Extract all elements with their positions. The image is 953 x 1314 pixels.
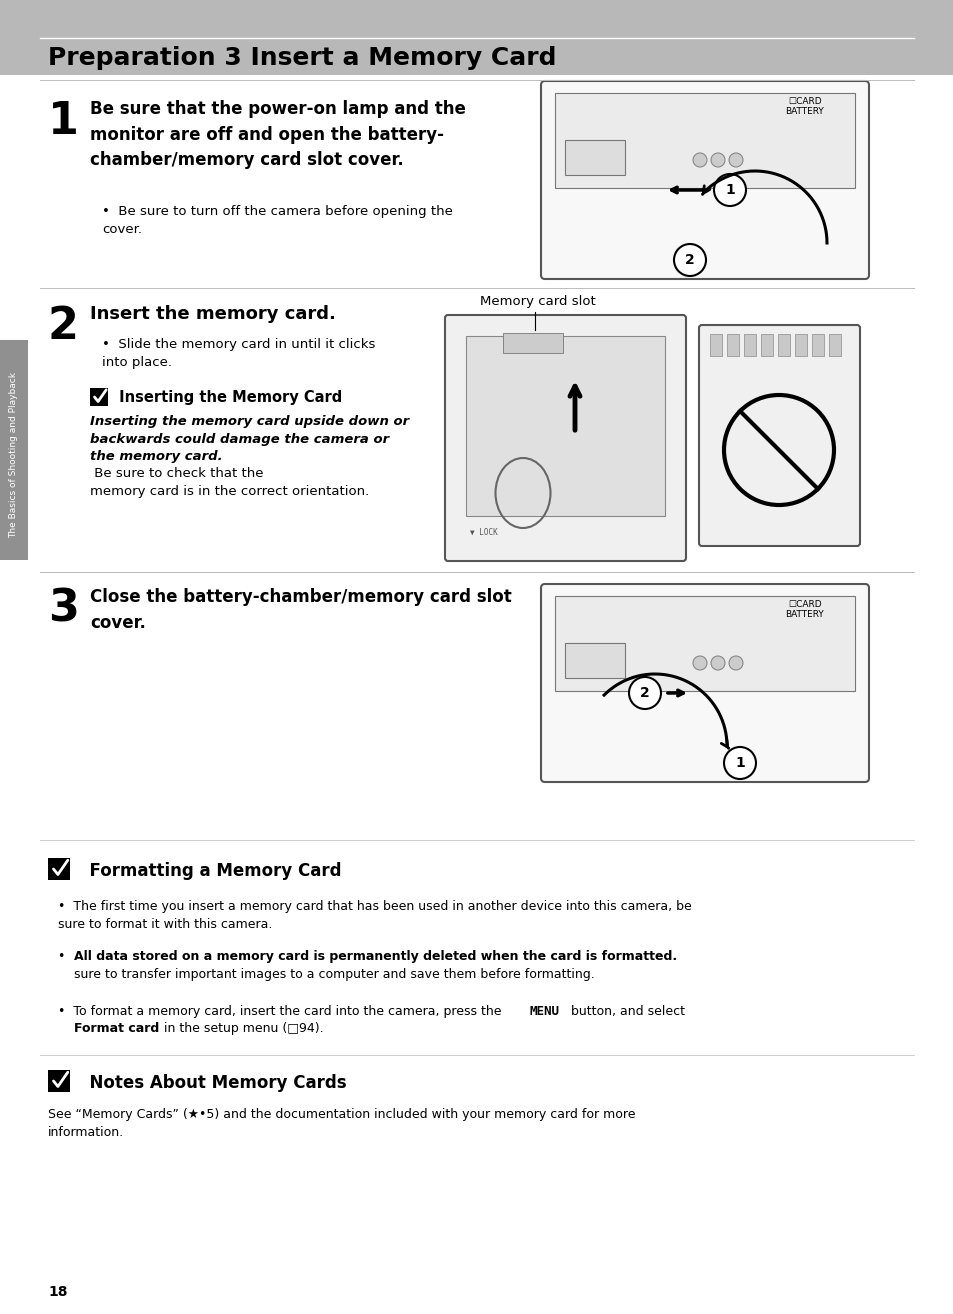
- Text: Format card: Format card: [74, 1022, 159, 1035]
- Circle shape: [710, 656, 724, 670]
- Text: Notes About Memory Cards: Notes About Memory Cards: [78, 1074, 346, 1092]
- Text: ☐CARD
BATTERY: ☐CARD BATTERY: [785, 600, 823, 619]
- FancyBboxPatch shape: [540, 81, 868, 279]
- Bar: [90, 388, 108, 406]
- Text: ▼ LOCK: ▼ LOCK: [470, 528, 497, 537]
- Circle shape: [628, 677, 660, 710]
- Bar: [48, 858, 70, 880]
- Bar: [564, 643, 624, 678]
- Bar: [778, 334, 789, 356]
- Text: sure to transfer important images to a computer and save them before formatting.: sure to transfer important images to a c…: [74, 968, 594, 982]
- Bar: [709, 334, 721, 356]
- Text: •  Slide the memory card in until it clicks
into place.: • Slide the memory card in until it clic…: [102, 338, 375, 369]
- Text: The Basics of Shooting and Playback: The Basics of Shooting and Playback: [10, 372, 18, 537]
- Bar: [811, 334, 823, 356]
- Circle shape: [692, 656, 706, 670]
- Text: •  Be sure to turn off the camera before opening the
cover.: • Be sure to turn off the camera before …: [102, 205, 453, 237]
- Text: MENU: MENU: [530, 1005, 559, 1018]
- Circle shape: [728, 656, 742, 670]
- Bar: [0, 0, 953, 75]
- Bar: [828, 334, 841, 356]
- Bar: [743, 334, 755, 356]
- Bar: [0, 340, 28, 560]
- Text: Memory card slot: Memory card slot: [479, 296, 595, 307]
- Text: •: •: [58, 950, 73, 963]
- Circle shape: [710, 152, 724, 167]
- Circle shape: [692, 152, 706, 167]
- Bar: [726, 334, 739, 356]
- Text: Inserting the memory card upside down or
backwards could damage the camera or
th: Inserting the memory card upside down or…: [90, 415, 409, 463]
- Text: 2: 2: [48, 305, 79, 348]
- Bar: [48, 1070, 70, 1092]
- Text: 18: 18: [48, 1285, 68, 1300]
- FancyBboxPatch shape: [699, 325, 859, 547]
- Text: •  To format a memory card, insert the card into the camera, press the: • To format a memory card, insert the ca…: [58, 1005, 505, 1018]
- Bar: [794, 334, 806, 356]
- Circle shape: [728, 152, 742, 167]
- Text: All data stored on a memory card is permanently deleted when the card is formatt: All data stored on a memory card is perm…: [74, 950, 677, 963]
- FancyBboxPatch shape: [444, 315, 685, 561]
- Text: 2: 2: [639, 686, 649, 700]
- Text: •  The first time you insert a memory card that has been used in another device : • The first time you insert a memory car…: [58, 900, 691, 932]
- Text: Preparation 3 Insert a Memory Card: Preparation 3 Insert a Memory Card: [48, 46, 556, 70]
- Text: Be sure to check that the
memory card is in the correct orientation.: Be sure to check that the memory card is…: [90, 466, 369, 498]
- Text: 1: 1: [724, 183, 734, 197]
- Text: button, and select: button, and select: [566, 1005, 684, 1018]
- Text: 2: 2: [684, 254, 694, 267]
- Bar: [465, 336, 664, 516]
- Text: ☐CARD
BATTERY: ☐CARD BATTERY: [785, 97, 823, 117]
- Text: Formatting a Memory Card: Formatting a Memory Card: [78, 862, 341, 880]
- Circle shape: [723, 746, 755, 779]
- Bar: [760, 334, 772, 356]
- Text: See “Memory Cards” (★•5) and the documentation included with your memory card fo: See “Memory Cards” (★•5) and the documen…: [48, 1108, 635, 1139]
- Bar: [502, 332, 562, 353]
- Bar: [555, 93, 854, 188]
- Text: 3: 3: [48, 587, 79, 631]
- FancyBboxPatch shape: [540, 583, 868, 782]
- Text: Close the battery-chamber/memory card slot
cover.: Close the battery-chamber/memory card sl…: [90, 587, 511, 632]
- Bar: [564, 141, 624, 175]
- Text: Inserting the Memory Card: Inserting the Memory Card: [113, 390, 342, 405]
- Circle shape: [713, 173, 745, 206]
- Bar: [555, 597, 854, 691]
- Text: 1: 1: [48, 100, 79, 143]
- Text: Insert the memory card.: Insert the memory card.: [90, 305, 335, 323]
- Text: Be sure that the power-on lamp and the
monitor are off and open the battery-
cha: Be sure that the power-on lamp and the m…: [90, 100, 465, 170]
- Circle shape: [673, 244, 705, 276]
- Text: 1: 1: [735, 756, 744, 770]
- Text: in the setup menu (□94).: in the setup menu (□94).: [160, 1022, 323, 1035]
